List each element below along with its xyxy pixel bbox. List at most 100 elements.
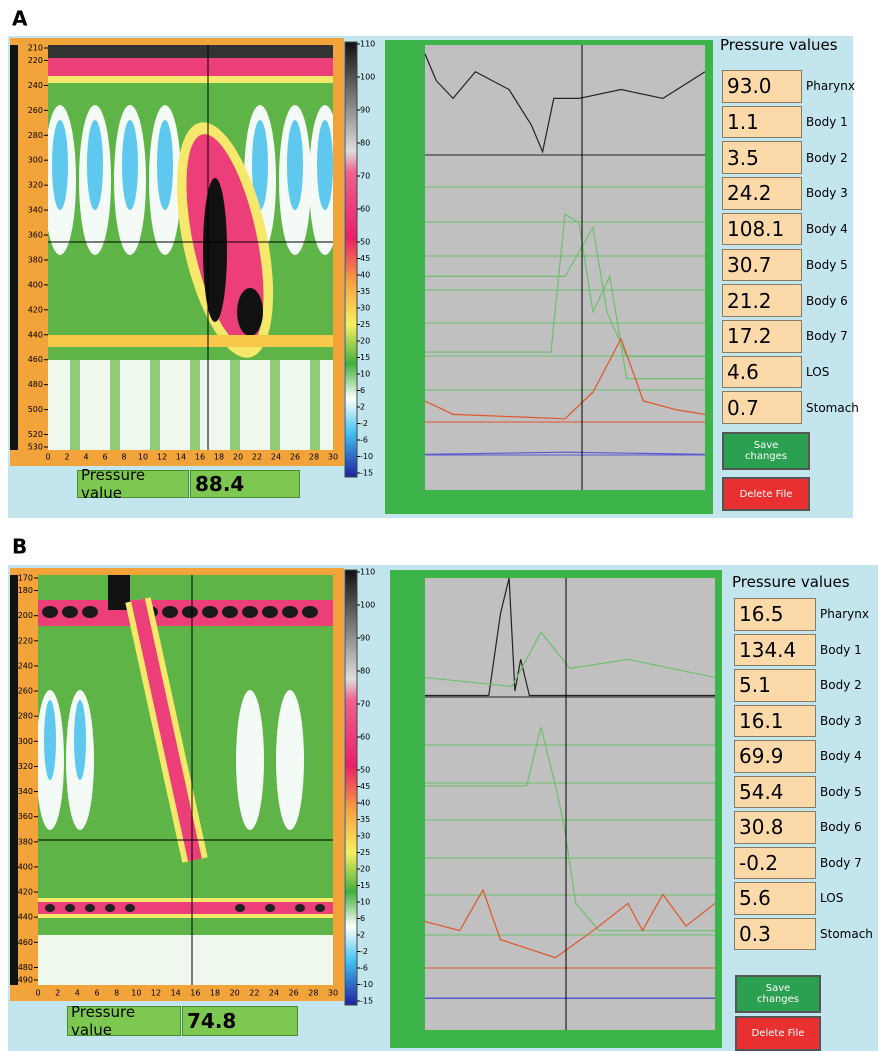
pressure-box: 16.5	[734, 598, 816, 631]
color-scale-label: 10	[360, 898, 370, 907]
topography-region	[287, 120, 303, 210]
topography-region	[235, 904, 245, 912]
color-scale-label: 100	[360, 601, 375, 610]
trace-area	[425, 45, 705, 490]
pressure-box: 134.4	[734, 634, 816, 667]
topography-region	[265, 904, 275, 912]
pressure-box: 69.9	[734, 740, 816, 773]
depth-tick-label: 260	[28, 106, 43, 115]
depth-tick-label: 460	[28, 355, 43, 364]
time-tick-label: 2	[64, 453, 69, 462]
save-button[interactable]: Save changes	[722, 432, 810, 470]
topography-region	[222, 606, 238, 618]
topography-region	[74, 700, 86, 780]
sensor-name: Body 3	[806, 177, 876, 210]
save-button[interactable]: Save changes	[735, 975, 821, 1013]
topography-region	[62, 606, 78, 618]
color-scale-label: -15	[360, 997, 373, 1006]
page: A210220240260280300320340360380400420440…	[0, 0, 878, 1051]
sensor-name: Stomach	[820, 918, 878, 951]
topography-region	[182, 606, 198, 618]
pressure-box: 21.2	[722, 284, 802, 317]
topography-region	[157, 120, 173, 210]
topography-region	[150, 360, 160, 450]
topography-region	[242, 606, 258, 618]
time-tick-label: 14	[176, 453, 186, 462]
depth-tick-label: 380	[18, 837, 33, 846]
values-title: Pressure values	[720, 35, 870, 55]
depth-tick-label: 420	[18, 888, 33, 897]
color-scale-label: 35	[360, 815, 370, 824]
depth-tick-label: 530	[28, 443, 43, 452]
sensor-name: Body 6	[820, 811, 878, 844]
color-scale-label: 2	[360, 403, 365, 412]
time-tick-label: 10	[131, 989, 141, 998]
topography-region	[38, 935, 333, 985]
topography-region	[48, 58, 333, 76]
depth-tick-label: 520	[28, 430, 43, 439]
topography-region	[65, 904, 75, 912]
depth-tick-label: 380	[28, 255, 43, 264]
depth-tick-label: 180	[18, 586, 33, 595]
topography-region	[48, 335, 333, 347]
topography-region	[125, 904, 135, 912]
topography-region	[295, 904, 305, 912]
time-tick-label: 6	[94, 989, 99, 998]
color-scale-label: 25	[360, 320, 370, 329]
pressure-value: 74.8	[182, 1006, 298, 1036]
time-tick-label: 12	[157, 453, 167, 462]
values-title: Pressure values	[732, 572, 878, 592]
color-scale-label: 80	[360, 667, 370, 676]
sensor-name: Body 7	[806, 320, 876, 353]
depth-tick-label: 460	[18, 938, 33, 947]
color-scale-label: 100	[360, 73, 375, 82]
color-scale-label: -2	[360, 419, 368, 428]
depth-tick-label: 220	[18, 636, 33, 645]
depth-tick-label: 400	[28, 280, 43, 289]
sensor-name: Pharynx	[820, 598, 878, 631]
time-tick-label: 20	[230, 989, 240, 998]
pressure-box: 54.4	[734, 776, 816, 809]
color-scale-label: 15	[360, 353, 370, 362]
depth-tick-label: 440	[18, 913, 33, 922]
color-scale-label: 70	[360, 172, 370, 181]
color-bar	[345, 570, 357, 1005]
time-tick-label: 0	[35, 989, 40, 998]
topography-region	[317, 120, 333, 210]
delete-button[interactable]: Delete File	[735, 1016, 821, 1051]
topography-region	[48, 76, 333, 83]
depth-tick-label: 200	[18, 611, 33, 620]
pressure-box: 108.1	[722, 213, 802, 246]
sensor-name: Body 6	[806, 284, 876, 317]
topography-region	[87, 120, 103, 210]
trace-area	[425, 578, 715, 1030]
color-scale-label: 25	[360, 848, 370, 857]
depth-tick-label: 240	[28, 81, 43, 90]
color-scale-label: 20	[360, 865, 370, 874]
topography-region	[85, 904, 95, 912]
color-scale-label: 10	[360, 370, 370, 379]
time-tick-label: 30	[328, 453, 338, 462]
color-scale-label: 80	[360, 139, 370, 148]
time-tick-label: 24	[271, 453, 281, 462]
depth-tick-label: 340	[28, 206, 43, 215]
time-tick-label: 24	[269, 989, 279, 998]
sensor-name: Body 5	[806, 249, 876, 282]
sensor-name: Stomach	[806, 391, 876, 424]
time-tick-label: 8	[121, 453, 126, 462]
pressure-box: -0.2	[734, 847, 816, 880]
topography-region	[230, 360, 240, 450]
time-tick-label: 12	[151, 989, 161, 998]
topography-region	[310, 360, 320, 450]
pressure-value-label: Pressure value	[77, 470, 189, 498]
topography-region	[52, 120, 68, 210]
topography-region	[203, 178, 227, 322]
color-scale-label: 45	[360, 254, 370, 263]
depth-tick-label: 300	[28, 156, 43, 165]
time-tick-label: 14	[171, 989, 181, 998]
time-tick-label: 16	[190, 989, 200, 998]
topography-region	[202, 606, 218, 618]
delete-button[interactable]: Delete File	[722, 477, 810, 511]
pressure-box: 0.7	[722, 391, 802, 424]
pressure-box: 5.1	[734, 669, 816, 702]
